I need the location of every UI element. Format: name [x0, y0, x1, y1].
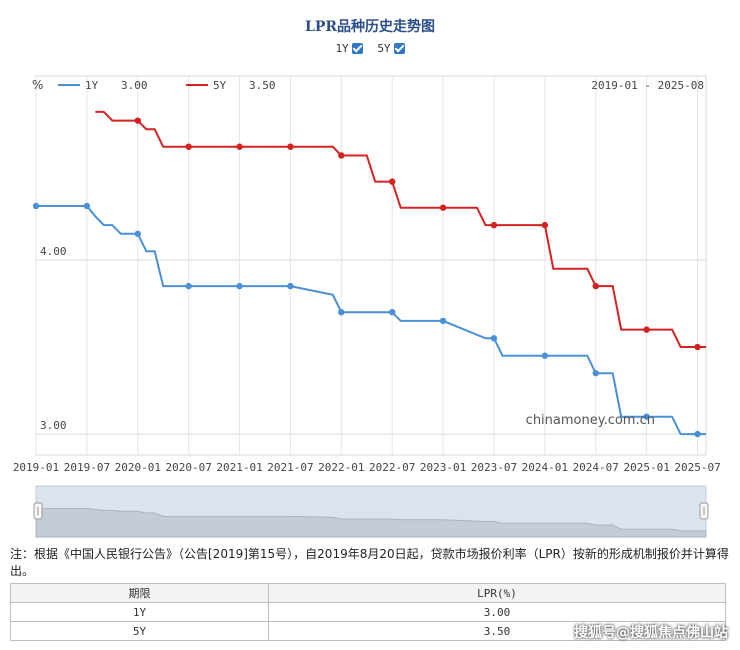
x-tick-label: 2021-01 [216, 461, 262, 474]
data-point [338, 309, 345, 316]
x-tick-label: 2023-01 [420, 461, 466, 474]
data-point [694, 343, 701, 351]
checkbox-checked-icon[interactable] [351, 43, 363, 54]
data-point [236, 282, 243, 290]
x-tick-label: 2022-07 [369, 461, 415, 474]
y-tick-label: 4.00 [40, 245, 67, 258]
plot-frame [35, 75, 707, 456]
data-point [389, 309, 396, 316]
table-cell-rate: 3.50 [267, 621, 727, 641]
page-title: LPR品种历史走势图 [304, 19, 435, 35]
x-tick-label: 2024-07 [573, 461, 619, 474]
data-point [185, 282, 192, 290]
series-line-1y [36, 205, 706, 436]
x-tick-label: 2019-07 [64, 461, 110, 474]
table-cell-term: 1Y [10, 602, 269, 622]
table-cell-rate: 3.00 [267, 602, 727, 622]
data-point [643, 326, 650, 333]
table-cell-term: 5Y [10, 621, 269, 641]
toggle-5y-label: 5Y [377, 42, 391, 55]
data-point [287, 143, 294, 150]
data-point [83, 202, 91, 210]
source-watermark: 搜狐号@搜狐焦点佛山站 [574, 625, 728, 641]
legend-value: 3.50 [249, 79, 276, 92]
legend-value: 3.00 [121, 79, 148, 92]
data-point [338, 152, 345, 159]
table-row: 1Y 3.00 [10, 602, 727, 622]
x-tick-label: 2020-01 [115, 461, 161, 474]
table-header-row: 期限 LPR(%) [10, 583, 727, 603]
x-tick-label: 2023-07 [471, 461, 517, 474]
lpr-table: 期限 LPR(%) 1Y 3.00 5Y 3.50 [10, 583, 727, 641]
table-header-term: 期限 [10, 583, 269, 603]
data-point [185, 143, 192, 150]
table-row: 5Y 3.50 [10, 621, 727, 641]
legend-name: 1Y [85, 79, 99, 92]
x-tick-label: 2025-01 [623, 461, 669, 474]
lpr-line-chart: 2019-01 2019-07 2020-01 2020-07 2021-01 2021-… [13, 75, 721, 538]
data-point [439, 204, 447, 211]
data-point [134, 117, 141, 124]
x-tick-label: 2025-07 [674, 461, 720, 474]
data-point [490, 335, 498, 342]
x-tick-label: 2022-01 [318, 461, 364, 474]
checkbox-checked-icon[interactable] [393, 43, 405, 54]
navigator-area [35, 508, 707, 538]
data-point [389, 178, 396, 185]
data-point [134, 230, 141, 238]
x-tick-label: 2019-01 [13, 461, 59, 474]
date-range-label: 2019-01 - 2025-08 [591, 79, 704, 92]
data-point [541, 352, 549, 359]
data-point [287, 282, 294, 290]
data-point [694, 430, 701, 438]
data-point [643, 413, 650, 420]
toggle-1y-label: 1Y [335, 42, 349, 55]
data-point [490, 221, 498, 229]
data-point [439, 317, 447, 325]
data-point [236, 143, 243, 150]
y-tick-label: 3.00 [40, 419, 67, 432]
series-toggles: 1Y 5Y [0, 42, 740, 55]
table-header-lpr: LPR(%) [267, 583, 727, 603]
x-tick-label: 2024-01 [522, 461, 568, 474]
data-point [541, 221, 549, 229]
x-tick-label: 2020-07 [165, 461, 211, 474]
data-point [32, 202, 40, 210]
unit-label: % [32, 78, 43, 92]
plot-watermark: chinamoney.com.cn [526, 413, 655, 428]
data-point [592, 369, 599, 377]
data-point [592, 282, 599, 290]
legend-name: 5Y [213, 79, 227, 92]
toggle-5y[interactable]: 5Y [377, 42, 405, 55]
x-tick-label: 2021-07 [267, 461, 313, 474]
toggle-1y[interactable]: 1Y [335, 42, 363, 55]
footnote: 注：根据《中国人民银行公告》（公告[2019]第15号），自2019年8月20日… [10, 547, 729, 578]
